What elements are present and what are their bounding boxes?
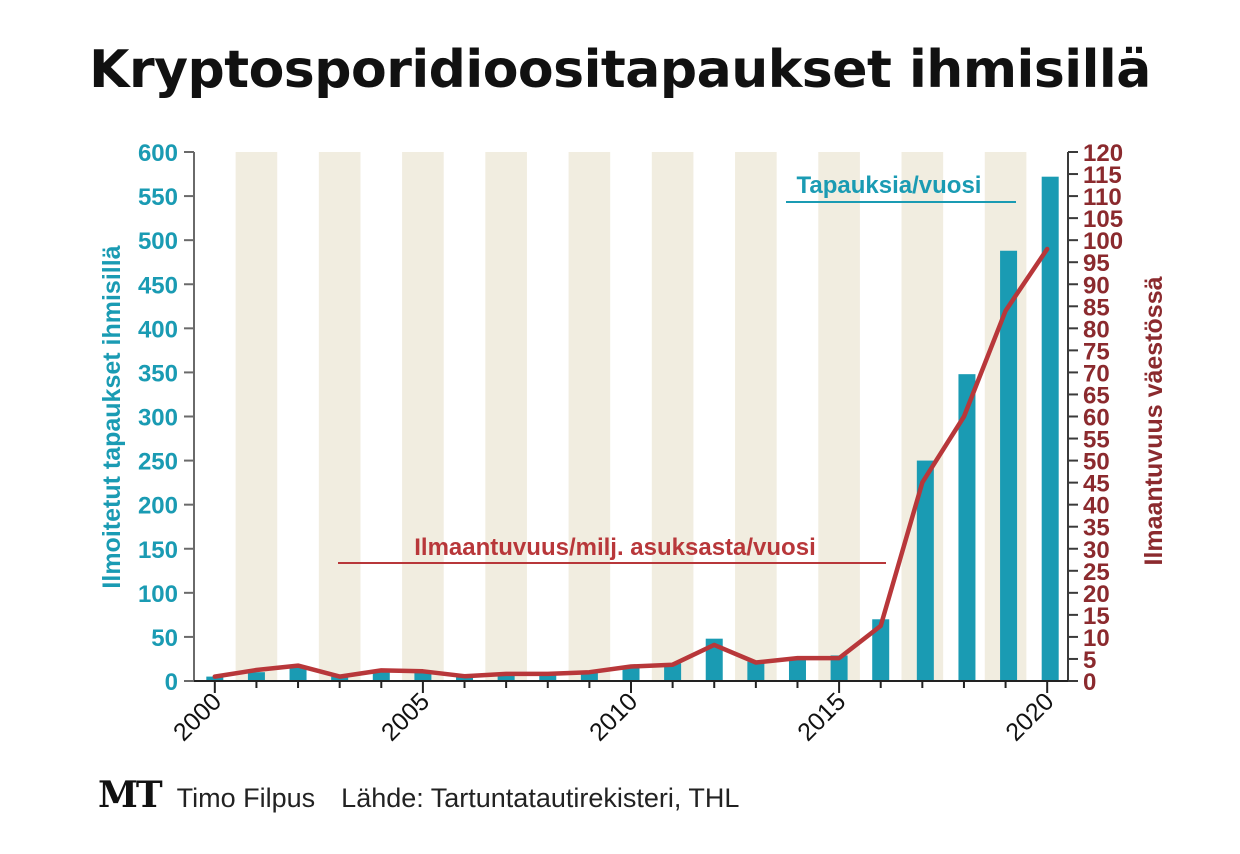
y-right-tick-label: 60 [1083, 405, 1110, 432]
bar-2020 [1041, 176, 1059, 682]
bar-2001 [247, 672, 265, 681]
footer: MT Timo Filpus Lähde: Tartuntatautirekis… [98, 774, 740, 816]
background-stripe [318, 152, 361, 681]
x-tick-label: 2010 [584, 687, 643, 746]
y-right-tick-label: 65 [1083, 382, 1110, 409]
y-left-tick-label: 600 [138, 140, 178, 167]
y-right-tick-label: 120 [1083, 140, 1123, 167]
y-right-tick-label: 45 [1083, 471, 1110, 498]
x-tick-label: 2020 [1000, 687, 1059, 746]
y-left-tick-label: 350 [138, 360, 178, 387]
y-left-tick-label: 450 [138, 272, 178, 299]
bar-2018 [958, 374, 976, 681]
y-right-tick-label: 75 [1083, 338, 1110, 365]
bar-2016 [872, 619, 890, 681]
mt-logo: MT [98, 774, 163, 816]
y-right-tick-label: 70 [1083, 360, 1110, 387]
y-right-tick-label: 55 [1083, 427, 1110, 454]
background-stripe [485, 152, 527, 681]
x-tick-label: 2005 [376, 687, 435, 746]
y-right-tick-label: 5 [1083, 647, 1096, 674]
chart-title: Kryptosporidioositapaukset ihmisillä [89, 40, 1151, 100]
line-series [212, 246, 1050, 679]
bar-2002 [289, 666, 307, 681]
y-left-tick-label: 250 [138, 449, 178, 476]
author-credit: Timo Filpus [176, 783, 316, 813]
y-right-tick-label: 100 [1083, 228, 1123, 255]
y-left-tick-label: 150 [138, 537, 178, 564]
y-right-tick-label: 85 [1083, 294, 1110, 321]
y-right-tick-label: 105 [1083, 206, 1123, 233]
y-right-tick-label: 80 [1083, 316, 1110, 343]
bar-2019 [1000, 250, 1018, 681]
y-left-tick-label: 400 [138, 316, 178, 343]
bar-2010 [622, 666, 640, 681]
y-right-tick-label: 35 [1083, 515, 1110, 542]
source-credit: Lähde: Tartuntatautirekisteri, THL [341, 783, 740, 813]
y-left-tick-label: 500 [138, 228, 178, 255]
background-stripe [818, 152, 860, 681]
y-left-tick-label: 100 [138, 581, 178, 608]
background-stripe [568, 152, 611, 681]
y-right-tick-label: 95 [1083, 250, 1110, 277]
y-right-tick-label: 30 [1083, 537, 1110, 564]
background-stripe [402, 152, 444, 681]
y-left-tick-label: 300 [138, 405, 178, 432]
line-series-label: Ilmaantuvuus/milj. asuksasta/vuosi [414, 534, 815, 561]
background-stripes [235, 152, 1027, 681]
y-right-tick-label: 90 [1083, 272, 1110, 299]
background-stripe [651, 152, 694, 681]
x-tick-label: 2000 [168, 687, 227, 746]
axes: 0501001502002503003504004505005506000510… [138, 140, 1123, 747]
y-left-tick-label: 50 [151, 625, 178, 652]
bar-2013 [747, 661, 765, 681]
y-left-tick-label: 550 [138, 184, 178, 211]
y-right-tick-label: 25 [1083, 559, 1110, 586]
x-tick-label: 2015 [792, 687, 851, 746]
incidence-line [212, 246, 1050, 679]
bar-2004 [372, 670, 390, 681]
y-right-tick-label: 0 [1083, 669, 1096, 696]
y-axis-right-label: Ilmaantuvuus väestössä [1140, 276, 1168, 565]
y-right-tick-label: 10 [1083, 625, 1110, 652]
y-right-tick-label: 15 [1083, 603, 1110, 630]
bar-2011 [664, 663, 682, 681]
background-stripe [235, 152, 278, 681]
y-left-tick-label: 200 [138, 493, 178, 520]
bar-2007 [497, 673, 515, 681]
bar-2005 [414, 671, 432, 681]
bar-2017 [916, 460, 934, 681]
y-right-tick-label: 110 [1083, 184, 1122, 211]
y-axis-left-label: Ilmoitetut tapaukset ihmisillä [98, 245, 126, 588]
bar-series-label: Tapauksia/vuosi [797, 172, 982, 199]
bar-2009 [580, 672, 598, 681]
y-right-tick-label: 20 [1083, 581, 1110, 608]
background-stripe [735, 152, 777, 681]
y-right-tick-label: 40 [1083, 493, 1110, 520]
bar-2014 [788, 657, 806, 681]
y-right-tick-label: 115 [1083, 162, 1122, 189]
y-left-tick-label: 0 [165, 669, 178, 696]
bar-2008 [539, 673, 557, 681]
legend-labels: Tapauksia/vuosi Ilmaantuvuus/milj. asuks… [338, 172, 1016, 564]
bar-2015 [830, 655, 848, 681]
y-right-tick-label: 50 [1083, 449, 1110, 476]
